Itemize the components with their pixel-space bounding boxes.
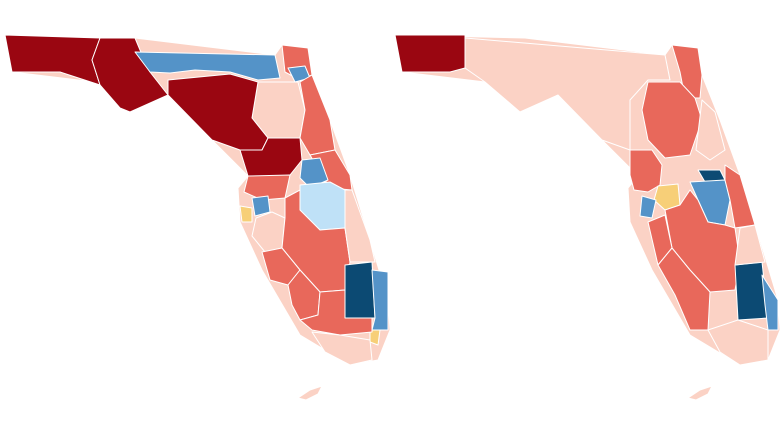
district-collier <box>299 289 373 336</box>
district-broward-coast <box>761 274 779 331</box>
district-panhandle-central <box>91 37 169 113</box>
district-palm-beach <box>734 261 769 321</box>
district-north-strip <box>134 51 281 81</box>
district-pasco <box>243 174 291 201</box>
district-treasure-coast <box>734 224 766 266</box>
district-keys <box>687 385 713 401</box>
district-northeast-coast <box>695 99 726 161</box>
district-pinellas <box>639 195 657 219</box>
district-brevard <box>344 189 376 263</box>
district-tampa <box>251 195 271 217</box>
district-miami <box>369 329 381 346</box>
district-palm-beach <box>344 261 376 319</box>
district-pinellas <box>239 205 253 223</box>
district-panhandle-rest <box>464 37 671 151</box>
district-panhandle-west <box>4 34 101 86</box>
district-northeast-coast <box>299 74 336 156</box>
left-map <box>4 34 390 401</box>
district-keys <box>297 385 323 401</box>
right-map <box>394 34 780 401</box>
district-big-bend <box>167 73 269 151</box>
district-south-tip <box>311 331 373 366</box>
district-jacksonville <box>671 44 703 99</box>
district-north-central <box>641 81 703 159</box>
district-fort-myers <box>657 247 711 331</box>
district-broward-coast <box>371 269 389 331</box>
district-nature-coast <box>629 149 663 193</box>
district-panhandle-west <box>394 34 466 73</box>
district-south-tip <box>707 319 769 366</box>
